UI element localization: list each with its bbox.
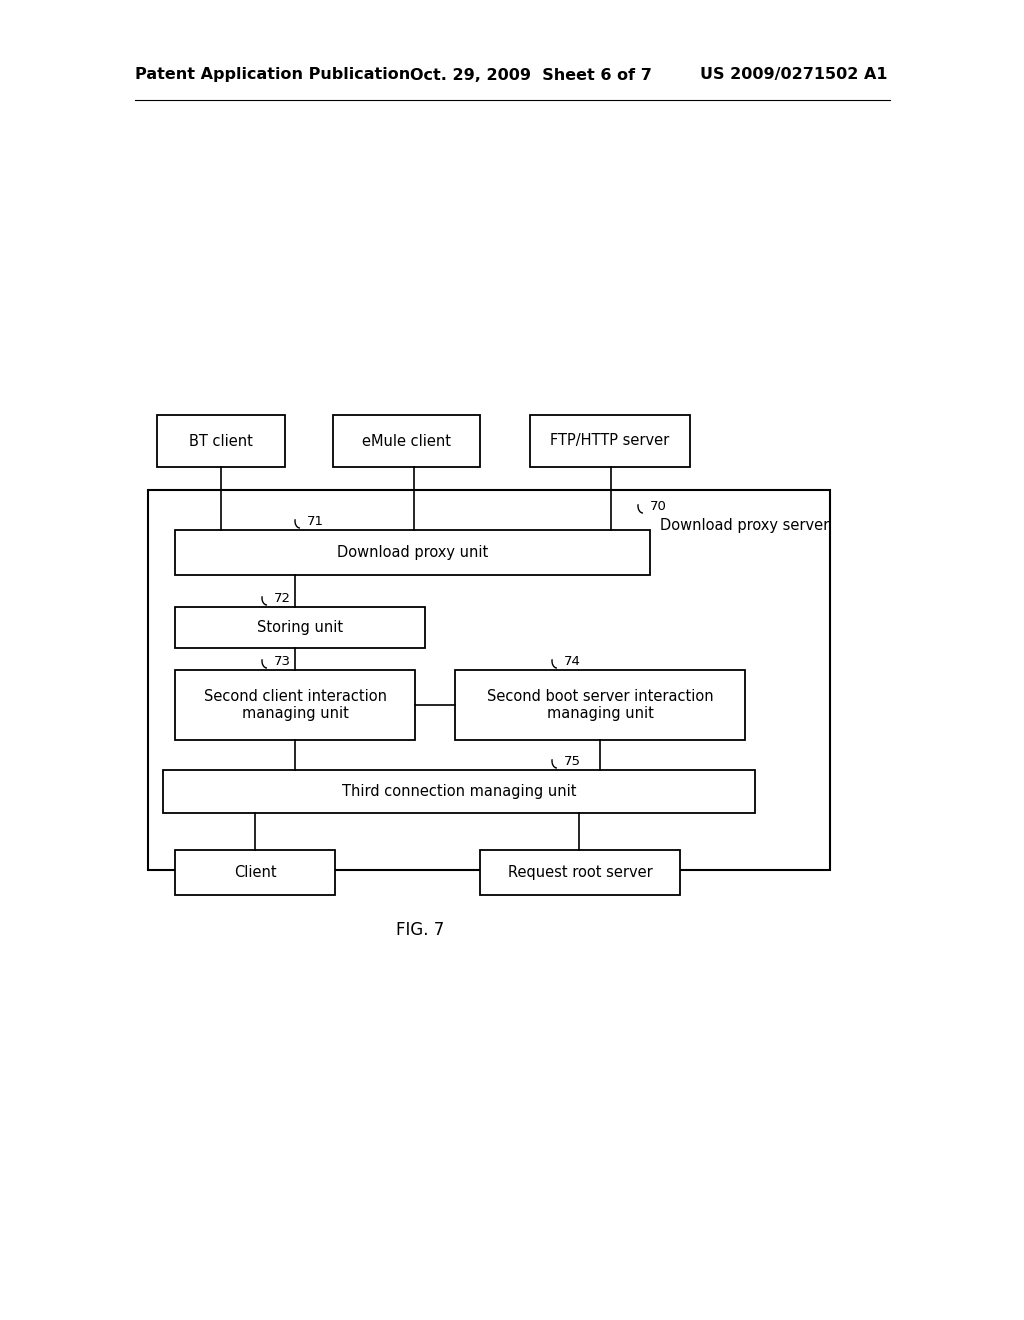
Bar bbox=[480, 850, 680, 895]
Text: Third connection managing unit: Third connection managing unit bbox=[342, 784, 577, 799]
Text: 70: 70 bbox=[650, 500, 667, 513]
Bar bbox=[157, 414, 285, 467]
Bar bbox=[455, 671, 745, 741]
Text: 71: 71 bbox=[307, 515, 324, 528]
Text: Download proxy unit: Download proxy unit bbox=[337, 545, 488, 560]
Bar bbox=[175, 850, 335, 895]
Text: 72: 72 bbox=[274, 591, 291, 605]
Text: Request root server: Request root server bbox=[508, 865, 652, 880]
Text: 75: 75 bbox=[564, 755, 581, 768]
Bar bbox=[148, 490, 830, 870]
Text: US 2009/0271502 A1: US 2009/0271502 A1 bbox=[700, 67, 888, 82]
Text: FIG. 7: FIG. 7 bbox=[396, 921, 444, 939]
Text: Second boot server interaction
managing unit: Second boot server interaction managing … bbox=[486, 689, 714, 721]
Bar bbox=[333, 414, 480, 467]
Text: Storing unit: Storing unit bbox=[257, 620, 343, 635]
Text: eMule client: eMule client bbox=[362, 433, 451, 449]
Bar bbox=[530, 414, 690, 467]
Text: BT client: BT client bbox=[189, 433, 253, 449]
Text: Oct. 29, 2009  Sheet 6 of 7: Oct. 29, 2009 Sheet 6 of 7 bbox=[410, 67, 652, 82]
Text: 74: 74 bbox=[564, 655, 581, 668]
Text: Second client interaction
managing unit: Second client interaction managing unit bbox=[204, 689, 386, 721]
Text: 73: 73 bbox=[274, 655, 291, 668]
Text: FTP/HTTP server: FTP/HTTP server bbox=[550, 433, 670, 449]
Text: Download proxy server: Download proxy server bbox=[660, 517, 829, 533]
Bar bbox=[175, 531, 650, 576]
Bar bbox=[175, 671, 415, 741]
Text: Client: Client bbox=[233, 865, 276, 880]
Bar bbox=[175, 607, 425, 648]
Text: Patent Application Publication: Patent Application Publication bbox=[135, 67, 411, 82]
Bar bbox=[163, 770, 755, 813]
